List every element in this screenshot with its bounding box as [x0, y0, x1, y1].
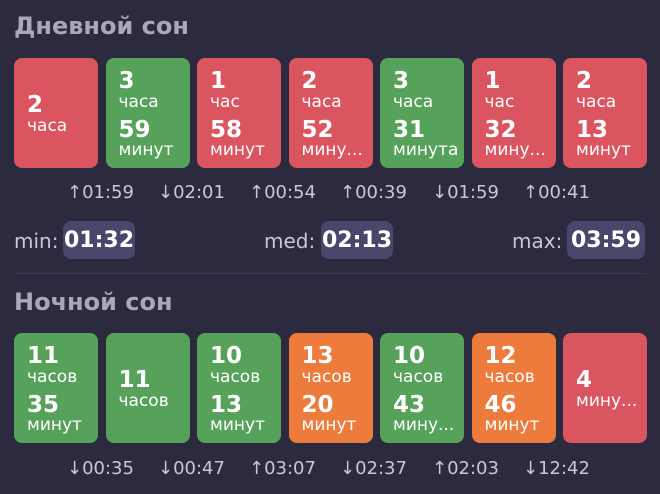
day-sleep-card[interactable]: 3 часа 31 минута	[380, 58, 464, 168]
duration-value: 4	[576, 367, 593, 393]
hours-value: 11	[27, 343, 60, 369]
minutes-unit: мину...	[301, 140, 363, 160]
minutes-value: 13	[210, 392, 243, 418]
min-label: min:	[14, 229, 59, 253]
hours-value: 3	[118, 68, 135, 94]
max-value-pill: 03:59	[567, 221, 645, 259]
hours-value: 1	[210, 68, 227, 94]
duration-value: 11	[118, 367, 151, 393]
interval-diff: ↑00:54	[249, 182, 316, 203]
interval-diff: ↑02:03	[432, 458, 499, 479]
hours-unit: часов	[301, 367, 352, 387]
hours-unit: часа	[301, 92, 342, 112]
day-sleep-title: Дневной сон	[14, 12, 189, 40]
minutes-unit: минут	[210, 415, 265, 435]
duration-unit: часов	[118, 391, 169, 411]
med-value-pill: 02:13	[321, 221, 393, 259]
interval-diff: ↓01:59	[432, 182, 499, 203]
minutes-unit: минут	[27, 415, 82, 435]
night-sleep-card[interactable]: 10 часов 43 мину...	[380, 333, 464, 443]
night-sleep-card[interactable]: 13 часов 20 минут	[288, 333, 373, 443]
section-divider	[14, 273, 646, 274]
hours-value: 13	[301, 343, 334, 369]
minutes-value: 32	[484, 117, 517, 143]
interval-diff: ↓12:42	[523, 458, 590, 479]
minutes-value: 43	[393, 392, 426, 418]
minutes-value: 13	[576, 117, 609, 143]
interval-diff: ↑03:07	[249, 458, 316, 479]
night-sleep-title: Ночной сон	[14, 288, 173, 316]
minutes-value: 58	[210, 117, 243, 143]
hours-unit: часов	[484, 367, 535, 387]
night-sleep-card[interactable]: 10 часов 13 минут	[197, 333, 281, 443]
minutes-unit: мину...	[393, 415, 455, 435]
duration-unit: мину...	[576, 391, 638, 411]
minutes-value: 46	[484, 392, 517, 418]
hours-unit: часа	[576, 92, 617, 112]
interval-diff: ↓00:35	[67, 458, 134, 479]
minutes-unit: минута	[393, 140, 459, 160]
minutes-unit: минут	[210, 140, 265, 160]
interval-diff: ↑00:39	[340, 182, 407, 203]
interval-diff: ↓02:37	[340, 458, 407, 479]
minutes-value: 20	[301, 392, 334, 418]
minutes-value: 31	[393, 117, 426, 143]
day-sleep-card[interactable]: 2 часа 52 мину...	[288, 58, 373, 168]
hours-unit: час	[210, 92, 240, 112]
max-label: max:	[512, 229, 563, 253]
hours-unit: часов	[27, 367, 78, 387]
duration-value: 2	[27, 92, 44, 118]
day-sleep-card[interactable]: 3 часа 59 минут	[105, 58, 190, 168]
hours-value: 2	[576, 68, 593, 94]
hours-value: 10	[210, 343, 243, 369]
duration-unit: часа	[27, 116, 68, 136]
hours-unit: часов	[393, 367, 444, 387]
day-sleep-card[interactable]: 1 час 58 минут	[197, 58, 281, 168]
hours-unit: часов	[210, 367, 261, 387]
min-value-pill: 01:32	[63, 221, 135, 259]
hours-value: 10	[393, 343, 426, 369]
hours-value: 12	[484, 343, 517, 369]
hours-value: 3	[393, 68, 410, 94]
minutes-value: 59	[118, 117, 151, 143]
night-sleep-card[interactable]: 4 мину...	[563, 333, 647, 443]
hours-unit: часа	[393, 92, 434, 112]
day-sleep-card[interactable]: 2 часа	[14, 58, 98, 168]
interval-diff: ↑00:41	[523, 182, 590, 203]
hours-unit: часа	[118, 92, 159, 112]
hours-value: 2	[301, 68, 318, 94]
hours-unit: час	[484, 92, 515, 112]
minutes-value: 35	[27, 392, 60, 418]
minutes-unit: минут	[118, 140, 174, 160]
day-sleep-card[interactable]: 1 час 32 мину...	[471, 58, 556, 168]
night-sleep-card[interactable]: 12 часов 46 минут	[471, 333, 556, 443]
interval-diff: ↓00:47	[158, 458, 225, 479]
minutes-unit: мину...	[484, 140, 546, 160]
hours-value: 1	[484, 68, 501, 94]
med-label: med:	[264, 229, 316, 253]
day-sleep-card[interactable]: 2 часа 13 минут	[563, 58, 647, 168]
interval-diff: ↑01:59	[67, 182, 134, 203]
minutes-unit: минут	[576, 140, 631, 160]
night-sleep-card[interactable]: 11 часов	[105, 333, 190, 443]
minutes-value: 52	[301, 117, 334, 143]
interval-diff: ↓02:01	[158, 182, 225, 203]
minutes-unit: минут	[484, 415, 540, 435]
night-sleep-card[interactable]: 11 часов 35 минут	[14, 333, 98, 443]
minutes-unit: минут	[301, 415, 357, 435]
